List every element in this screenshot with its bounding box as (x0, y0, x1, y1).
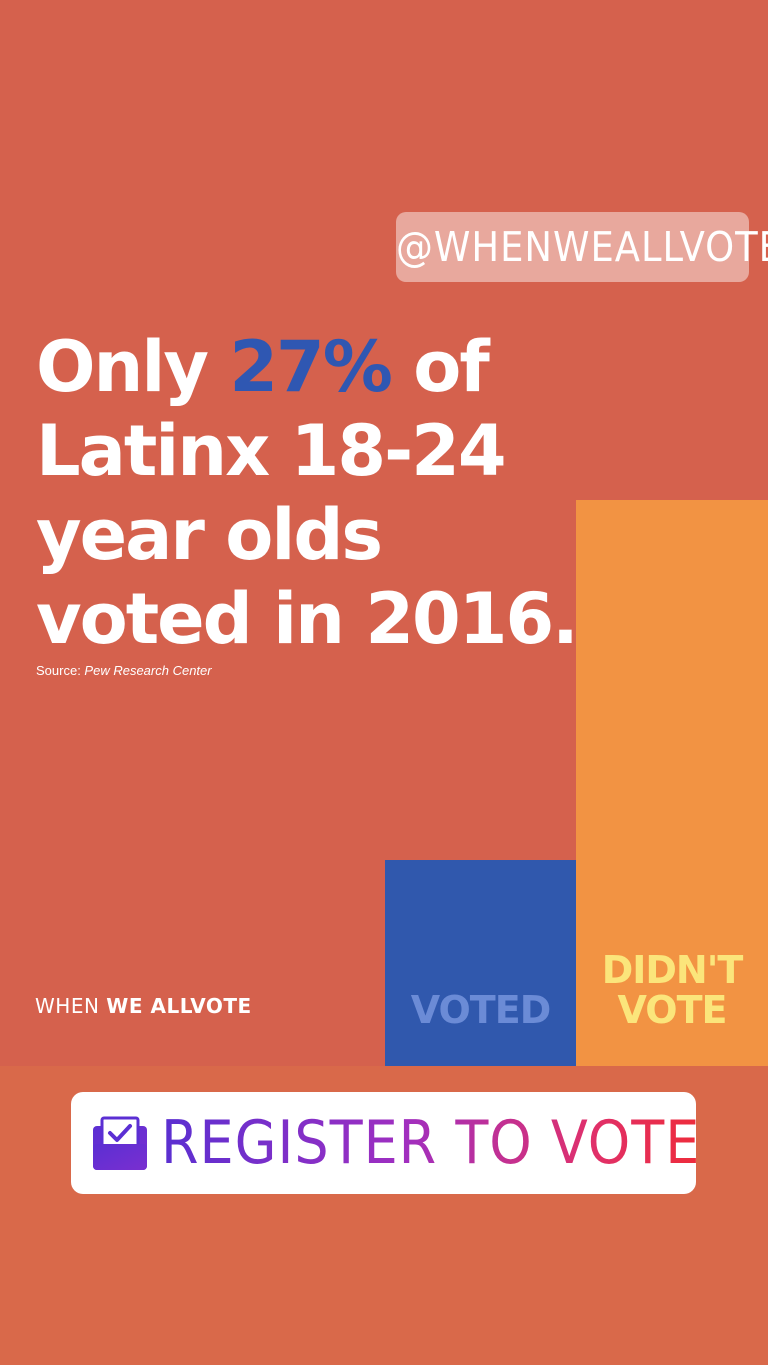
brand-logo: WHEN WE ALLVOTE (35, 994, 252, 1018)
mention-text: @WHENWEALLVOTE (396, 223, 768, 271)
headline-percentage: 27% (229, 326, 393, 408)
register-to-vote-label: REGISTER TO VOTE (161, 1092, 700, 1194)
bar-label-voted: VOTED (410, 988, 551, 1032)
brand-text-when: WHEN (35, 994, 107, 1018)
brand-text-weall: WE ALL (106, 994, 191, 1018)
headline-line-1: Only 27% of (36, 325, 576, 409)
bar-voted: VOTED (385, 860, 576, 1066)
headline-line-2: Latinx 18-24 (36, 410, 507, 492)
headline-line-4: voted in 2016. (36, 578, 579, 660)
bar-label-didnt-line-1: DIDN'T (601, 948, 744, 992)
headline-text: Only (36, 326, 230, 408)
bar-label-didnt-vote: DIDN'T VOTE (576, 950, 768, 1030)
source-prefix: Source: (36, 663, 85, 678)
mention-sticker[interactable]: @WHENWEALLVOTE (396, 212, 768, 282)
headline: Only 27% of Latinx 18-24 year olds voted… (36, 325, 579, 661)
source-citation: Source: Pew Research Center (36, 663, 212, 678)
ballot-box-icon (93, 1116, 147, 1170)
bar-label-didnt-line-2: VOTE (617, 988, 728, 1032)
register-to-vote-sticker[interactable]: REGISTER TO VOTE (71, 1092, 699, 1194)
source-name: Pew Research Center (84, 663, 212, 678)
headline-line-3: year olds (36, 494, 383, 576)
headline-text: of (390, 326, 490, 408)
bar-didnt-vote: DIDN'T VOTE (576, 500, 768, 1066)
brand-text-vote: VOTE (190, 994, 252, 1018)
